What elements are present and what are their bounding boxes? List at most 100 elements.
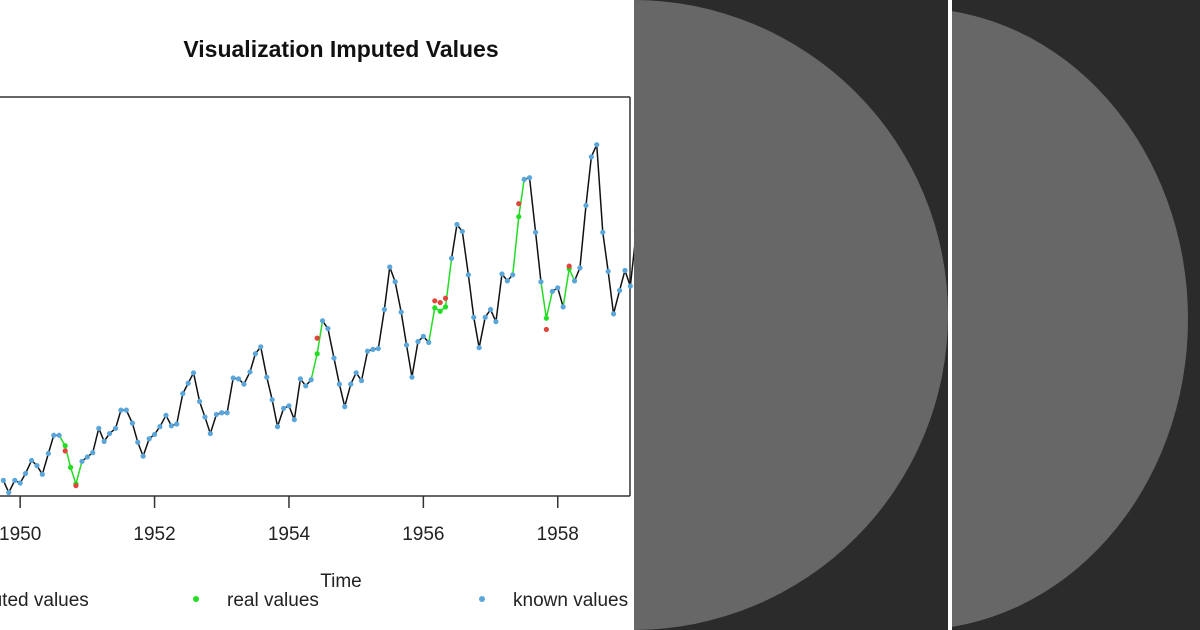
known-value-point — [291, 417, 297, 423]
known-value-point — [34, 463, 40, 469]
known-value-point — [286, 403, 292, 409]
series-line-segment — [276, 408, 285, 427]
real-values-line-segment — [540, 281, 548, 319]
x-tick-label: 1958 — [537, 524, 579, 545]
imputed-value-point — [516, 201, 522, 207]
known-value-point — [101, 438, 107, 444]
known-value-point — [190, 370, 197, 376]
known-value-point — [28, 457, 35, 464]
known-value-point — [79, 458, 85, 464]
series-line-segment — [602, 232, 609, 272]
chart-svg: Visualization Imputed Values 1950 1952 195… — [0, 36, 634, 611]
known-value-point — [594, 142, 600, 148]
known-value-point — [387, 264, 393, 270]
imputed-value-point — [432, 298, 438, 304]
series-line-segment — [176, 393, 184, 425]
x-tick-label: 1956 — [402, 524, 444, 545]
series-line-segment — [47, 435, 55, 454]
series-line-segment — [377, 309, 386, 349]
known-value-point — [168, 423, 174, 429]
known-value-point — [476, 345, 482, 351]
known-value-point — [482, 314, 488, 320]
known-value-point — [375, 345, 381, 352]
legend-label: real values — [227, 590, 319, 611]
known-value-point — [555, 285, 561, 291]
series-line-segment — [624, 270, 632, 287]
series-line-segment — [400, 311, 408, 346]
series-line-segment — [450, 224, 458, 259]
known-value-point — [465, 272, 471, 278]
known-value-point — [471, 314, 477, 320]
known-value-point — [583, 202, 589, 209]
series-line-segment — [461, 231, 470, 275]
known-value-point — [538, 279, 544, 285]
known-value-point — [325, 325, 331, 332]
chart-title: Visualization Imputed Values — [183, 36, 498, 62]
legend-marker — [479, 596, 485, 602]
real-values-line-segment — [545, 291, 554, 319]
known-value-point — [112, 425, 119, 431]
series-line-segment — [607, 271, 615, 314]
known-value-point — [521, 176, 527, 183]
chart-panel: Visualization Imputed Values 1950 1952 195… — [0, 0, 634, 630]
known-value-point — [90, 450, 96, 456]
real-value-point — [62, 443, 68, 449]
known-value-point — [6, 489, 12, 496]
series-line-segment — [226, 377, 234, 413]
series-line-segment — [394, 281, 402, 313]
known-value-point — [0, 477, 6, 483]
series-line-segment — [557, 287, 564, 308]
known-value-point — [381, 306, 387, 313]
known-value-point — [96, 425, 102, 431]
real-value-point — [442, 304, 449, 310]
series-line-segment — [131, 422, 139, 443]
real-values-line-segment — [316, 320, 324, 354]
real-value-point — [437, 308, 443, 314]
known-value-point — [157, 424, 163, 430]
known-value-point — [129, 420, 135, 426]
half-circle-shape — [952, 8, 1188, 630]
decorative-panel-left — [634, 0, 948, 630]
legend-marker — [193, 596, 199, 602]
known-value-point — [230, 375, 236, 381]
known-value-point — [180, 391, 186, 397]
known-value-point — [622, 267, 628, 274]
known-value-point — [600, 229, 606, 235]
imputed-value-point — [62, 448, 68, 454]
real-values-line-segment — [310, 353, 318, 380]
series-line-segment — [389, 266, 396, 283]
series-line-segment — [612, 290, 621, 315]
known-value-point — [605, 268, 611, 274]
x-axis-ticks: 1950 1952 1954 1956 1958 — [0, 496, 579, 545]
half-circle-shape — [634, 0, 948, 630]
series-line-segment — [249, 353, 257, 373]
series-line-segment — [41, 453, 50, 475]
real-values-line-segment — [427, 307, 436, 343]
known-value-point — [526, 175, 533, 181]
real-values-line-segment — [75, 461, 83, 485]
series-line-segment — [338, 383, 346, 407]
series-line-segment — [360, 350, 369, 381]
decorative-panel-right — [952, 0, 1200, 630]
imputed-value-point — [73, 482, 79, 489]
series-line-segment — [198, 401, 206, 418]
series-line-segment — [344, 383, 352, 407]
series-line-segment — [293, 378, 302, 420]
x-tick-label: 1950 — [0, 524, 41, 545]
known-value-point — [627, 283, 633, 289]
known-value-point — [504, 278, 510, 284]
legend: imputed values real values known values — [0, 590, 628, 611]
series-line-segment — [528, 177, 537, 233]
known-value-point — [174, 421, 180, 427]
known-value-point — [588, 154, 594, 160]
series-line-segment — [260, 346, 268, 378]
series-line-segment — [383, 266, 391, 310]
known-value-point — [610, 311, 617, 317]
imputed-value-point — [314, 335, 320, 341]
known-value-point — [135, 439, 141, 445]
series-layer — [0, 142, 634, 496]
series-line-segment — [204, 416, 212, 434]
known-value-point — [403, 342, 410, 348]
known-value-point — [39, 471, 45, 477]
known-value-point — [45, 450, 51, 457]
